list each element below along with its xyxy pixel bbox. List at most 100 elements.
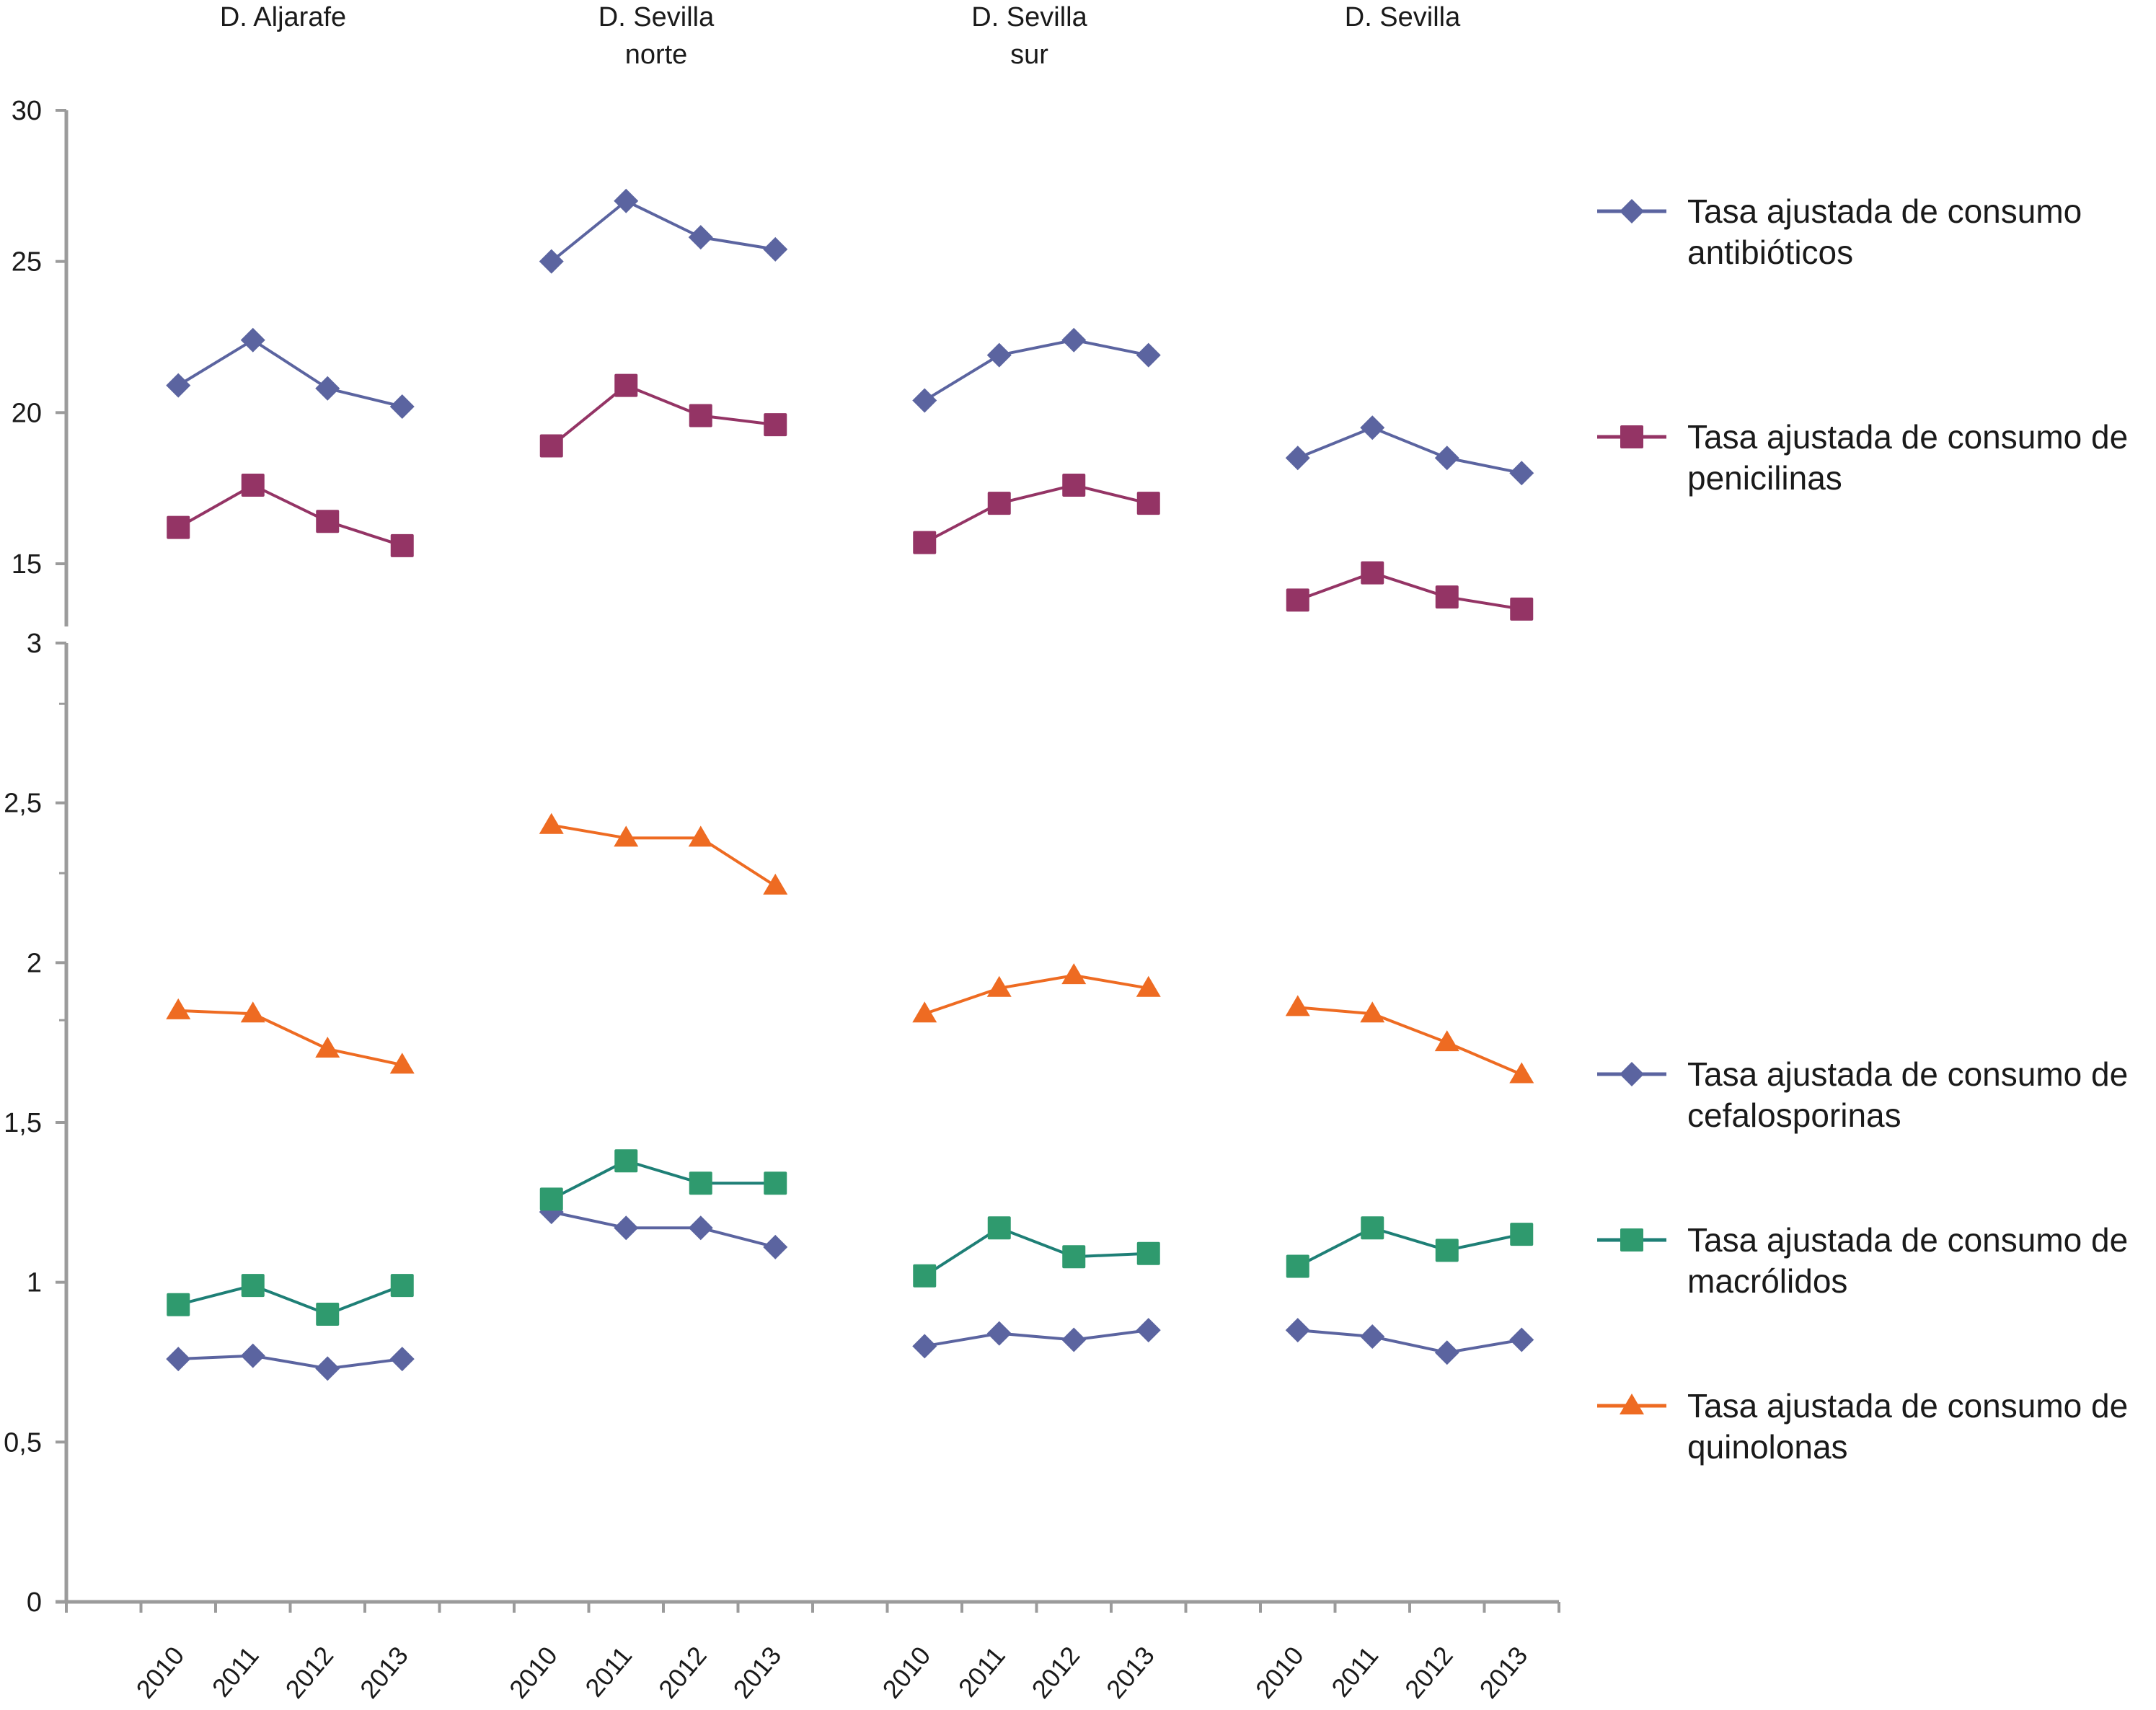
data-point-tasa-ajustada-de-consumo-de-penicilinas [1361,561,1384,585]
data-point-tasa-ajustada-de-consumo-antibi-ticos [240,327,265,353]
lower-y-tick-label: 0,5 [4,1427,42,1458]
series-line-tasa-ajustada-de-consumo-de-penicilinas [1297,571,1522,611]
x-tick-label: 2011 [579,1641,637,1703]
x-tick-label: 2013 [1100,1641,1160,1704]
data-point-tasa-ajustada-de-consumo-de-quinolonas [1136,975,1161,997]
lower-y-tick-label: 3 [27,629,42,659]
legend-marker-tasa-ajustada-de-consumo-de-cefalosporinas [1620,1062,1644,1086]
upper-y-tick-label: 20 [12,398,42,428]
x-tick-label: 2011 [1325,1641,1384,1703]
series-line-tasa-ajustada-de-consumo-antibi-ticos [1296,426,1522,475]
data-point-tasa-ajustada-de-consumo-de-macr-lidos [316,1303,340,1326]
data-point-tasa-ajustada-de-consumo-de-macr-lidos [987,1216,1011,1240]
data-point-tasa-ajustada-de-consumo-de-quinolonas [315,1037,340,1058]
data-point-tasa-ajustada-de-consumo-antibi-ticos [986,342,1012,368]
data-point-tasa-ajustada-de-consumo-de-quinolonas [166,998,191,1019]
data-point-tasa-ajustada-de-consumo-de-cefalosporinas [389,1347,415,1372]
upper-y-tick-label: 15 [12,549,42,580]
data-point-tasa-ajustada-de-consumo-de-penicilinas [167,515,190,539]
legend-label: Tasa ajustada de consumo de [1687,1387,2128,1425]
series-line-tasa-ajustada-de-consumo-de-cefalosporinas [1297,1329,1522,1355]
data-point-tasa-ajustada-de-consumo-de-quinolonas [1509,1062,1534,1084]
data-point-tasa-ajustada-de-consumo-antibi-ticos [1509,461,1534,486]
data-point-tasa-ajustada-de-consumo-de-quinolonas [240,1001,265,1023]
group-label: D. Aljarafe [220,2,346,32]
group-label: D. Sevilla [598,2,715,32]
data-point-tasa-ajustada-de-consumo-de-penicilinas [1136,492,1160,515]
data-point-tasa-ajustada-de-consumo-de-macr-lidos [241,1274,265,1298]
group-label: D. Sevilla [971,2,1087,32]
data-point-tasa-ajustada-de-consumo-de-penicilinas [1435,585,1459,609]
data-point-tasa-ajustada-de-consumo-de-quinolonas [1061,963,1087,985]
data-point-tasa-ajustada-de-consumo-de-quinolonas [912,1001,937,1023]
x-tick-label: 2013 [354,1641,414,1704]
series-line-tasa-ajustada-de-consumo-antibi-ticos [177,338,403,408]
series-line-tasa-ajustada-de-consumo-antibi-ticos [924,338,1149,402]
x-tick-label: 2012 [1399,1641,1459,1704]
legend-label: Tasa ajustada de consumo de [1687,1221,2128,1259]
data-point-tasa-ajustada-de-consumo-de-quinolonas [1285,995,1310,1016]
series-line-tasa-ajustada-de-consumo-de-quinolonas [178,1009,403,1067]
data-point-tasa-ajustada-de-consumo-de-macr-lidos [614,1149,638,1173]
legend-marker-tasa-ajustada-de-consumo-de-macr-lidos [1620,1228,1643,1252]
data-point-tasa-ajustada-de-consumo-de-penicilinas [689,404,712,428]
x-tick-label: 2012 [653,1641,712,1704]
data-point-tasa-ajustada-de-consumo-antibi-ticos [1136,342,1161,368]
series-line-tasa-ajustada-de-consumo-de-quinolonas [924,974,1149,1016]
legend-label: cefalosporinas [1687,1097,1901,1134]
data-point-tasa-ajustada-de-consumo-de-penicilinas [1062,473,1086,497]
data-point-tasa-ajustada-de-consumo-de-cefalosporinas [688,1215,713,1241]
lower-y-tick-label: 1 [27,1268,42,1298]
data-point-tasa-ajustada-de-consumo-de-cefalosporinas [763,1234,788,1259]
group-label: norte [625,40,688,70]
data-point-tasa-ajustada-de-consumo-de-macr-lidos [390,1274,414,1298]
data-point-tasa-ajustada-de-consumo-de-macr-lidos [539,1187,563,1211]
data-point-tasa-ajustada-de-consumo-de-cefalosporinas [1061,1327,1087,1352]
lower-y-tick-label: 2 [27,948,42,978]
x-tick-label: 2010 [503,1641,563,1704]
data-point-tasa-ajustada-de-consumo-de-quinolonas [763,873,788,895]
legend-label: macrólidos [1687,1262,1847,1300]
x-tick-label: 2010 [130,1641,190,1704]
legend-label: penicilinas [1687,459,1842,497]
lower-y-tick-label: 1,5 [4,1108,42,1138]
series-line-tasa-ajustada-de-consumo-de-macr-lidos [177,1284,403,1316]
data-point-tasa-ajustada-de-consumo-de-cefalosporinas [1360,1324,1385,1350]
legend-marker-tasa-ajustada-de-consumo-de-quinolonas [1620,1394,1644,1414]
data-point-tasa-ajustada-de-consumo-de-penicilinas [764,413,787,437]
data-point-tasa-ajustada-de-consumo-de-macr-lidos [689,1171,712,1195]
data-point-tasa-ajustada-de-consumo-de-macr-lidos [1510,1223,1534,1246]
data-point-tasa-ajustada-de-consumo-de-penicilinas [316,510,340,533]
data-point-tasa-ajustada-de-consumo-de-quinolonas [539,812,564,834]
series-line-tasa-ajustada-de-consumo-de-quinolonas [551,823,777,887]
series-line-tasa-ajustada-de-consumo-de-quinolonas [1297,1006,1523,1076]
data-point-tasa-ajustada-de-consumo-de-cefalosporinas [1434,1340,1459,1365]
series-line-tasa-ajustada-de-consumo-de-macr-lidos [1296,1226,1522,1268]
x-tick-label: 2010 [1250,1641,1309,1704]
lower-y-tick-label: 0 [27,1587,42,1618]
data-point-tasa-ajustada-de-consumo-de-quinolonas [389,1053,415,1074]
data-point-tasa-ajustada-de-consumo-de-macr-lidos [1286,1254,1309,1278]
series-line-tasa-ajustada-de-consumo-de-macr-lidos [550,1159,776,1201]
data-point-tasa-ajustada-de-consumo-de-cefalosporinas [986,1321,1012,1346]
data-point-tasa-ajustada-de-consumo-antibi-ticos [688,225,713,250]
data-point-tasa-ajustada-de-consumo-de-cefalosporinas [315,1356,340,1381]
series-line-tasa-ajustada-de-consumo-de-cefalosporinas [551,1210,776,1249]
data-point-tasa-ajustada-de-consumo-de-cefalosporinas [1509,1327,1534,1352]
series-line-tasa-ajustada-de-consumo-de-penicilinas [177,483,403,547]
data-point-tasa-ajustada-de-consumo-de-cefalosporinas [912,1334,937,1359]
data-point-tasa-ajustada-de-consumo-de-penicilinas [913,531,937,554]
group-label: sur [1010,40,1048,70]
data-point-tasa-ajustada-de-consumo-de-macr-lidos [913,1264,937,1288]
series-line-tasa-ajustada-de-consumo-antibi-ticos [550,199,776,263]
data-point-tasa-ajustada-de-consumo-de-penicilinas [614,373,638,397]
data-point-tasa-ajustada-de-consumo-antibi-ticos [1360,415,1385,440]
data-point-tasa-ajustada-de-consumo-de-macr-lidos [764,1171,787,1195]
data-point-tasa-ajustada-de-consumo-antibi-ticos [763,236,788,262]
x-tick-label: 2010 [876,1641,936,1704]
data-point-tasa-ajustada-de-consumo-de-macr-lidos [1062,1245,1086,1269]
data-point-tasa-ajustada-de-consumo-de-penicilinas [1286,588,1309,612]
data-point-tasa-ajustada-de-consumo-de-cefalosporinas [614,1215,639,1241]
legend-label: quinolonas [1687,1428,1848,1466]
x-tick-label: 2012 [279,1641,339,1704]
